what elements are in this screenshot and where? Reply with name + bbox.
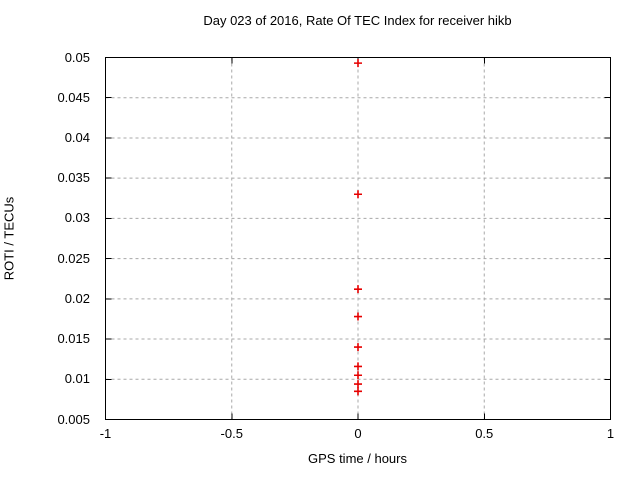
data-point-marker (354, 343, 362, 352)
x-tick-label: 0 (354, 426, 362, 441)
y-tick-label: 0.04 (64, 129, 90, 145)
data-point-marker (354, 190, 362, 199)
y-tick-label: 0.02 (64, 290, 90, 306)
x-tick-label: 1 (606, 426, 615, 441)
chart-title: Day 023 of 2016, Rate Of TEC Index for r… (203, 13, 512, 28)
data-point-marker (354, 285, 362, 294)
data-point-marker (354, 362, 362, 371)
data-point-marker (354, 312, 362, 321)
y-tick-label: 0.01 (64, 371, 90, 387)
data-point-marker (354, 387, 362, 396)
y-tick-label: 0.05 (64, 49, 90, 65)
x-tick-label: -1 (99, 426, 112, 441)
y-tick-label: 0.025 (57, 250, 90, 266)
x-tick-label: -0.5 (220, 426, 243, 441)
data-point-marker (354, 59, 362, 68)
y-tick-label: 0.045 (57, 89, 90, 105)
x-tick-label: 0.5 (475, 426, 494, 441)
y-tick-label: 0.005 (57, 411, 90, 427)
y-tick-label: 0.03 (64, 210, 90, 226)
data-point-marker (354, 380, 362, 389)
data-point-marker (354, 371, 362, 380)
y-tick-label: 0.015 (57, 331, 90, 347)
x-axis-label: GPS time / hours (308, 451, 407, 466)
y-tick-label: 0.035 (57, 170, 90, 186)
